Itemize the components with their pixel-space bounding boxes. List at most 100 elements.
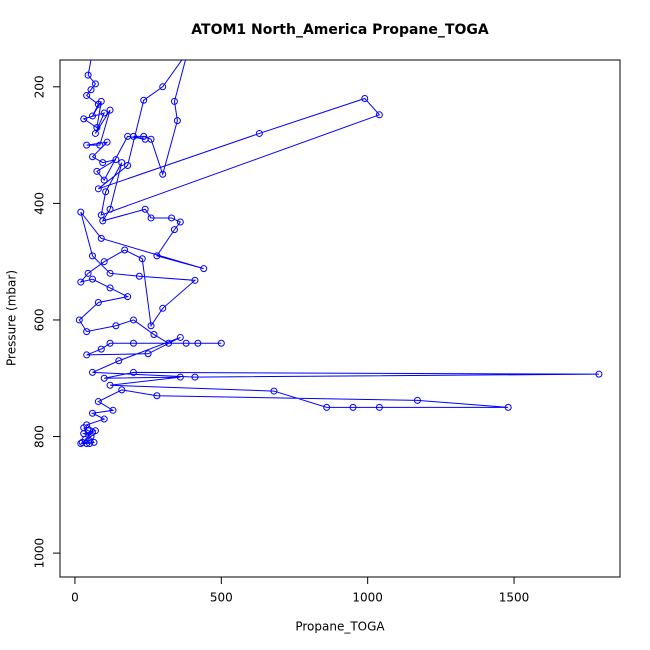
data-point [153, 392, 161, 400]
data-point [147, 135, 155, 143]
data-point [112, 322, 120, 330]
data-point [170, 226, 178, 234]
data-point [88, 112, 96, 120]
data-point [168, 214, 176, 222]
chart-title: ATOM1 North_America Propane_TOGA [191, 22, 489, 38]
data-point [96, 141, 104, 149]
data-point [147, 214, 155, 222]
data-point [129, 368, 137, 376]
data-point [91, 80, 99, 88]
data-point [144, 350, 152, 358]
data-point [88, 409, 96, 417]
data-point [361, 94, 369, 102]
data-point [100, 109, 108, 117]
data-point [129, 316, 137, 324]
data-point [150, 331, 158, 339]
data-point [138, 255, 146, 263]
data-point [255, 129, 263, 137]
data-point [97, 97, 105, 105]
data-point [118, 386, 126, 394]
y-tick-label: 400 [33, 192, 47, 215]
data-point [100, 258, 108, 266]
data-point [147, 322, 155, 330]
data-point [88, 368, 96, 376]
data-point [77, 440, 85, 448]
data-point [124, 161, 132, 169]
data-point [86, 440, 94, 448]
data-point [170, 97, 178, 105]
data-point [88, 153, 96, 161]
y-tick-label: 800 [33, 425, 47, 448]
data-point [83, 92, 91, 100]
data-point [129, 132, 137, 140]
data-point [109, 406, 117, 414]
data-point [75, 316, 83, 324]
series-line [78, 60, 599, 445]
data-point [81, 435, 89, 443]
x-tick-label: 500 [210, 591, 233, 605]
data-point [176, 218, 184, 226]
data-point [84, 71, 92, 79]
data-point [217, 339, 225, 347]
data-point [112, 156, 120, 164]
data-point [595, 370, 603, 378]
data-point [135, 272, 143, 280]
data-point [270, 387, 278, 395]
x-tick-label: 1000 [352, 591, 383, 605]
data-point [80, 424, 88, 432]
data-point [100, 415, 108, 423]
data-point [140, 132, 148, 140]
data-point [102, 188, 110, 196]
data-point [375, 111, 383, 119]
data-point [159, 170, 167, 178]
data-point [89, 49, 95, 55]
data-point [93, 167, 101, 175]
data-point [106, 284, 114, 292]
data-point [165, 339, 173, 347]
data-point [176, 373, 184, 381]
x-tick-label: 0 [71, 591, 79, 605]
data-point [83, 328, 91, 336]
data-point [77, 278, 85, 286]
x-tick-label: 1500 [499, 591, 530, 605]
data-point [121, 246, 129, 254]
y-tick-label: 600 [33, 309, 47, 332]
data-point [159, 304, 167, 312]
data-point [103, 138, 111, 146]
data-point [323, 403, 331, 411]
data-point [83, 141, 91, 149]
data-point [97, 234, 105, 242]
data-point [87, 433, 95, 441]
data-point [124, 293, 132, 301]
data-point [87, 86, 95, 94]
data-point [88, 275, 96, 283]
data-point [375, 403, 383, 411]
data-point [159, 83, 167, 91]
data-point [90, 438, 98, 446]
data-point [88, 252, 96, 260]
data-point [84, 269, 92, 277]
data-point [185, 49, 191, 55]
data-point [115, 357, 123, 365]
y-tick-label: 200 [33, 75, 47, 98]
x-axis-label: Propane_TOGA [295, 620, 385, 634]
data-point [504, 403, 512, 411]
data-point [100, 176, 108, 184]
data-point [106, 106, 114, 114]
data-point [106, 269, 114, 277]
plot-area [75, 49, 603, 448]
y-tick-label: 1000 [33, 538, 47, 569]
data-point [153, 252, 161, 260]
data-point [106, 205, 114, 213]
data-point [94, 298, 102, 306]
data-point [94, 185, 102, 193]
data-point [349, 403, 357, 411]
plot-frame [59, 59, 621, 578]
data-point [191, 276, 199, 284]
data-point [176, 333, 184, 341]
data-point [80, 115, 88, 123]
data-point [100, 374, 108, 382]
data-point [194, 339, 202, 347]
data-point [97, 345, 105, 353]
